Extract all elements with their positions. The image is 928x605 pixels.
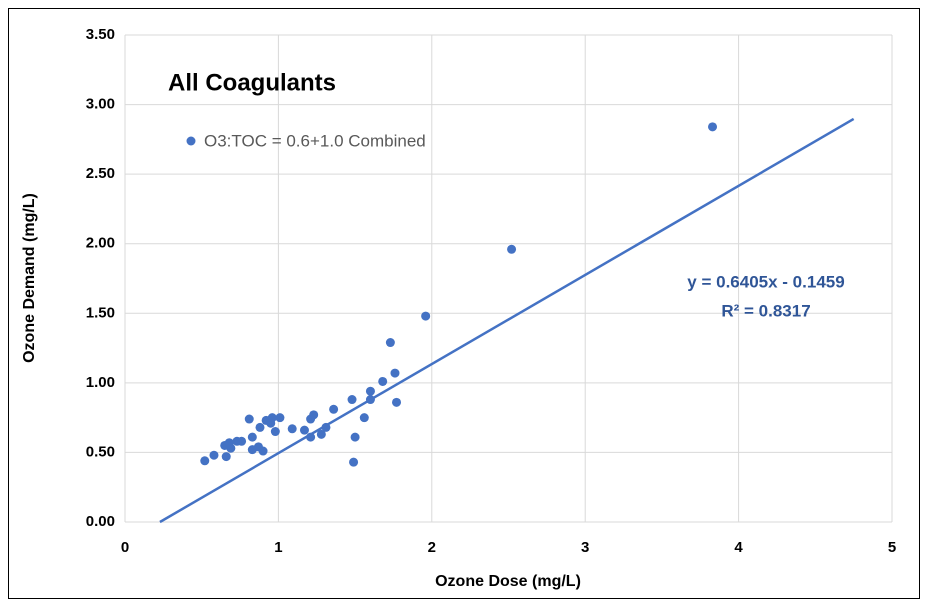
data-point: [392, 397, 402, 407]
data-point: [270, 427, 280, 437]
data-point: [708, 122, 718, 132]
data-point: [287, 424, 297, 434]
y-tick-label: 2.00: [86, 235, 115, 252]
x-tick-label: 4: [734, 539, 743, 556]
x-axis-title: Ozone Dose (mg/L): [435, 573, 581, 590]
y-tick-label: 1.50: [86, 304, 115, 321]
y-tick-label: 3.00: [86, 96, 115, 113]
data-point: [275, 413, 285, 423]
y-tick-label: 0.00: [86, 513, 115, 530]
x-tick-label: 0: [121, 539, 129, 556]
legend-label: O3:TOC = 0.6+1.0 Combined: [204, 131, 426, 150]
chart-border: [8, 8, 920, 599]
data-point: [421, 311, 431, 321]
y-tick-label: 2.50: [86, 165, 115, 182]
data-point: [226, 443, 236, 453]
data-point: [378, 376, 388, 386]
trendline-equation: y = 0.6405x - 0.1459: [687, 272, 844, 291]
data-point: [237, 436, 247, 446]
data-point: [359, 413, 369, 423]
data-point: [247, 432, 257, 442]
x-tick-label: 1: [274, 539, 282, 556]
y-axis-title: Ozone Demand (mg/L): [21, 193, 38, 363]
x-tick-label: 5: [888, 539, 896, 556]
data-point: [316, 429, 326, 439]
trendline: [159, 117, 855, 524]
data-point: [329, 404, 339, 414]
data-point: [385, 338, 395, 348]
data-point: [507, 244, 517, 254]
data-point: [221, 452, 231, 462]
data-point: [244, 414, 254, 424]
data-point: [347, 395, 357, 405]
data-point: [255, 422, 265, 432]
x-tick-label: 3: [581, 539, 589, 556]
data-point: [309, 410, 319, 420]
data-point: [258, 446, 268, 456]
legend-marker: [186, 136, 196, 146]
data-point: [390, 368, 400, 378]
y-tick-label: 0.50: [86, 443, 115, 460]
data-point: [209, 450, 219, 460]
data-point: [350, 432, 360, 442]
data-point: [349, 457, 359, 467]
trendline-r2: R² = 0.8317: [721, 301, 810, 320]
data-point: [200, 456, 210, 466]
data-point: [267, 413, 277, 423]
x-tick-label: 2: [428, 539, 436, 556]
y-tick-label: 3.50: [86, 26, 115, 43]
data-point: [299, 425, 309, 435]
data-point: [365, 386, 375, 396]
chart-title: All Coagulants: [168, 69, 336, 96]
y-tick-label: 1.00: [86, 374, 115, 391]
